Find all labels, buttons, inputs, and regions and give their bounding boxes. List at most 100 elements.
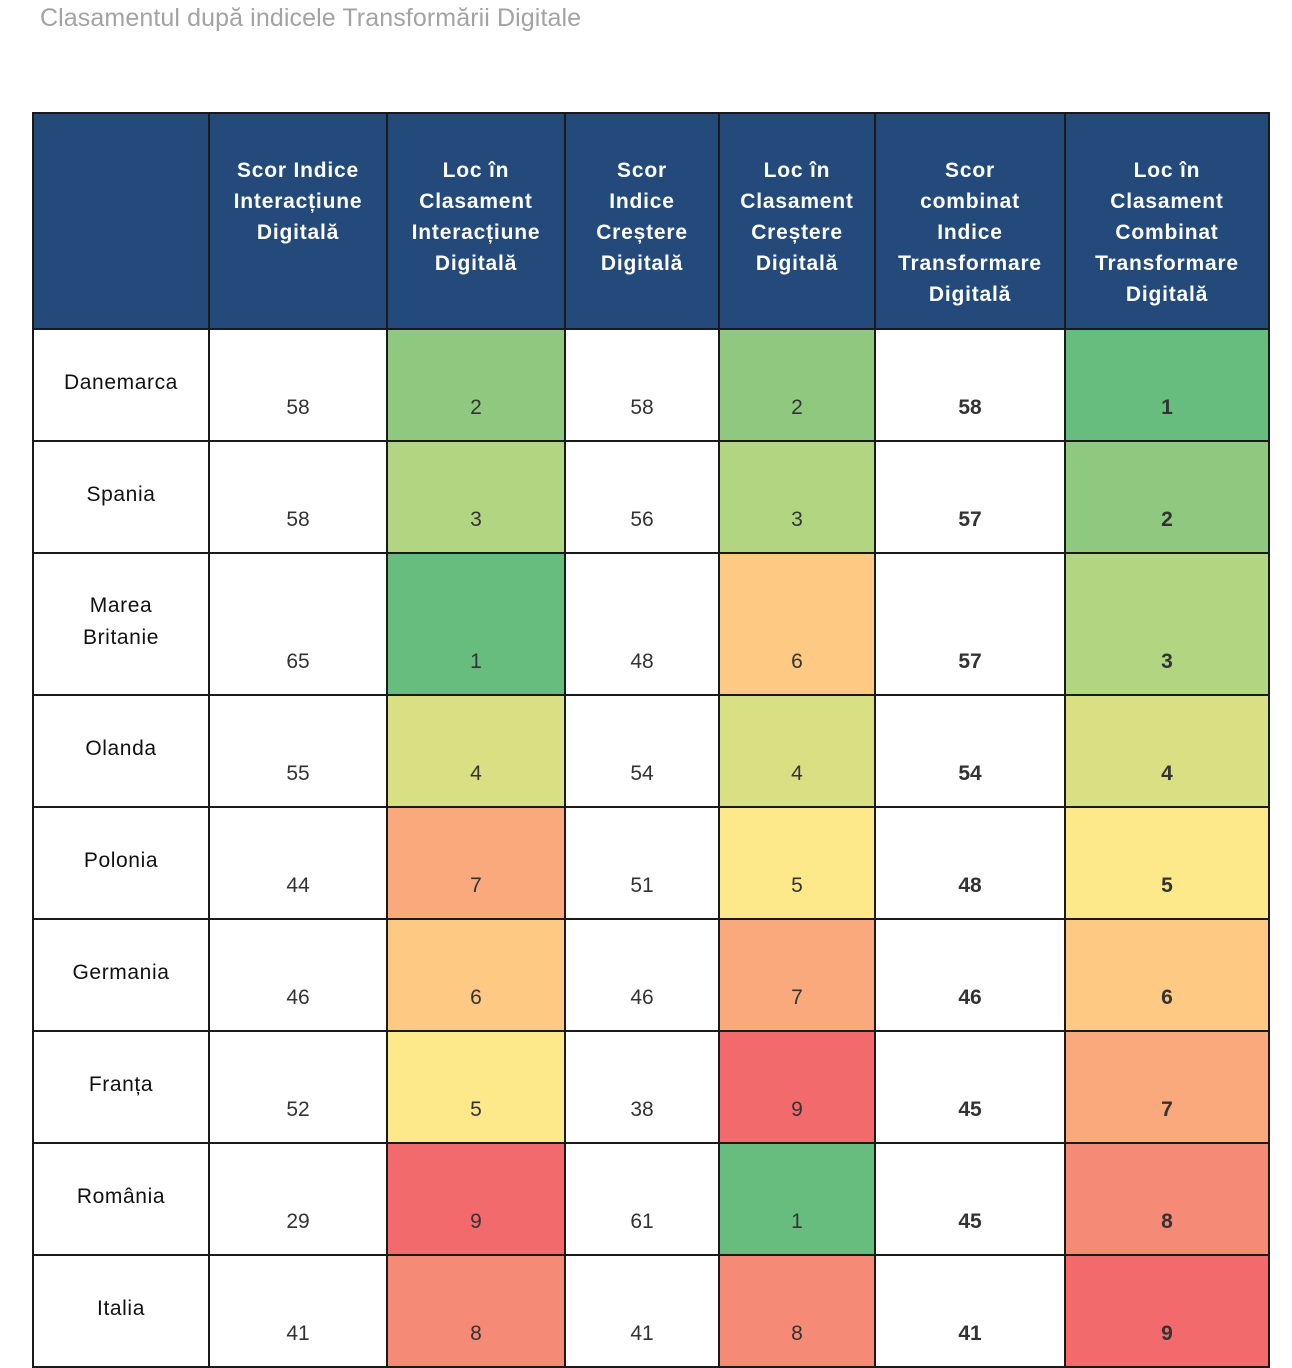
country-cell: Polonia — [32, 806, 210, 920]
header-line: Clasament — [1110, 190, 1224, 213]
header-line: Indice — [937, 221, 1003, 244]
country-cell: Marea Britanie — [32, 552, 210, 696]
header-line: Indice — [609, 190, 675, 213]
growth-score-cell: 38 — [564, 1030, 720, 1144]
header-line: Digitală — [755, 252, 839, 275]
header-line: Interacțiune — [411, 221, 541, 244]
country-name-line: Britanie — [82, 626, 159, 649]
header-growth-rank: Loc în Clasament Creștere Digitală — [718, 112, 876, 330]
header-interaction-score: Scor Indice Interacțiune Digitală — [208, 112, 388, 330]
interaction-score-cell: 44 — [208, 806, 388, 920]
table-row: Olanda 55 4 54 4 54 4 — [32, 694, 1270, 808]
growth-score-cell: 61 — [564, 1142, 720, 1256]
interaction-score-cell: 65 — [208, 552, 388, 696]
header-line: Transformare — [898, 252, 1042, 275]
country-name-line: Danemarca — [64, 371, 178, 394]
interaction-score-cell: 41 — [208, 1254, 388, 1368]
interaction-score-cell: 55 — [208, 694, 388, 808]
combined-rank-cell: 8 — [1064, 1142, 1270, 1256]
growth-score-cell: 56 — [564, 440, 720, 554]
growth-score-cell: 46 — [564, 918, 720, 1032]
combined-score-cell: 41 — [874, 1254, 1066, 1368]
country-name-line: Spania — [86, 483, 156, 506]
header-line: Digitală — [928, 283, 1012, 306]
header-line: Creștere — [751, 221, 843, 244]
growth-score-cell: 54 — [564, 694, 720, 808]
combined-rank-cell: 6 — [1064, 918, 1270, 1032]
combined-score-cell: 58 — [874, 328, 1066, 442]
country-name-line: România — [76, 1185, 166, 1208]
header-interaction-rank: Loc în Clasament Interacțiune Digitală — [386, 112, 566, 330]
header-combined-rank: Loc în Clasament Combinat Transformare Digit… — [1064, 112, 1270, 330]
combined-score-cell: 45 — [874, 1030, 1066, 1144]
table-row: Italia 41 8 41 8 41 9 — [32, 1254, 1270, 1368]
header-line: Scor — [945, 159, 995, 182]
combined-score-cell: 48 — [874, 806, 1066, 920]
growth-rank-cell: 5 — [718, 806, 876, 920]
combined-rank-cell: 7 — [1064, 1030, 1270, 1144]
interaction-score-cell: 58 — [208, 440, 388, 554]
interaction-score-cell: 52 — [208, 1030, 388, 1144]
header-line: Clasament — [740, 190, 854, 213]
combined-rank-cell: 2 — [1064, 440, 1270, 554]
table-row: Germania 46 6 46 7 46 6 — [32, 918, 1270, 1032]
growth-rank-cell: 7 — [718, 918, 876, 1032]
growth-rank-cell: 8 — [718, 1254, 876, 1368]
growth-score-cell: 58 — [564, 328, 720, 442]
country-cell: Franța — [32, 1030, 210, 1144]
combined-rank-cell: 5 — [1064, 806, 1270, 920]
country-name-line: Germania — [72, 961, 170, 984]
header-combined-score: Scor combinat Indice Transformare Digitală — [874, 112, 1066, 330]
combined-score-cell: 46 — [874, 918, 1066, 1032]
header-line: Scor — [617, 159, 667, 182]
header-line: Digitală — [1125, 283, 1209, 306]
header-line: Creștere — [596, 221, 688, 244]
page-title: Clasamentul după indicele Transformării … — [40, 4, 582, 32]
combined-score-cell: 45 — [874, 1142, 1066, 1256]
growth-rank-cell: 2 — [718, 328, 876, 442]
growth-rank-cell: 3 — [718, 440, 876, 554]
header-line: Clasament — [419, 190, 533, 213]
header-country — [32, 112, 210, 330]
country-cell: România — [32, 1142, 210, 1256]
country-cell: Olanda — [32, 694, 210, 808]
country-cell: Germania — [32, 918, 210, 1032]
interaction-rank-cell: 7 — [386, 806, 566, 920]
interaction-rank-cell: 8 — [386, 1254, 566, 1368]
header-line: Scor Indice — [236, 159, 359, 182]
country-cell: Italia — [32, 1254, 210, 1368]
combined-rank-cell: 4 — [1064, 694, 1270, 808]
interaction-score-cell: 29 — [208, 1142, 388, 1256]
growth-score-cell: 51 — [564, 806, 720, 920]
table-row: Danemarca 58 2 58 2 58 1 — [32, 328, 1270, 442]
combined-score-cell: 57 — [874, 552, 1066, 696]
table-row: Polonia 44 7 51 5 48 5 — [32, 806, 1270, 920]
combined-score-cell: 54 — [874, 694, 1066, 808]
country-name-line: Franța — [88, 1073, 154, 1096]
ranking-table: Scor Indice Interacțiune Digitală Loc în Cla… — [32, 112, 1270, 1368]
header-growth-score: Scor Indice Creștere Digitală — [564, 112, 720, 330]
header-line: Digitală — [256, 221, 340, 244]
interaction-rank-cell: 5 — [386, 1030, 566, 1144]
header-line: Digitală — [434, 252, 518, 275]
growth-rank-cell: 4 — [718, 694, 876, 808]
table-row: Spania 58 3 56 3 57 2 — [32, 440, 1270, 554]
combined-rank-cell: 1 — [1064, 328, 1270, 442]
interaction-rank-cell: 9 — [386, 1142, 566, 1256]
country-cell: Danemarca — [32, 328, 210, 442]
interaction-rank-cell: 2 — [386, 328, 566, 442]
country-name-line: Polonia — [83, 849, 159, 872]
header-line: Loc în — [1133, 159, 1201, 182]
header-line: Loc în — [442, 159, 510, 182]
country-cell: Spania — [32, 440, 210, 554]
table-header-row: Scor Indice Interacțiune Digitală Loc în Cla… — [32, 112, 1270, 330]
country-name-line: Italia — [97, 1297, 145, 1320]
combined-rank-cell: 3 — [1064, 552, 1270, 696]
interaction-rank-cell: 6 — [386, 918, 566, 1032]
header-line: combinat — [920, 190, 1020, 213]
table-row: România 29 9 61 1 45 8 — [32, 1142, 1270, 1256]
header-line: Combinat — [1115, 221, 1219, 244]
growth-rank-cell: 6 — [718, 552, 876, 696]
growth-rank-cell: 9 — [718, 1030, 876, 1144]
header-line: Digitală — [600, 252, 684, 275]
